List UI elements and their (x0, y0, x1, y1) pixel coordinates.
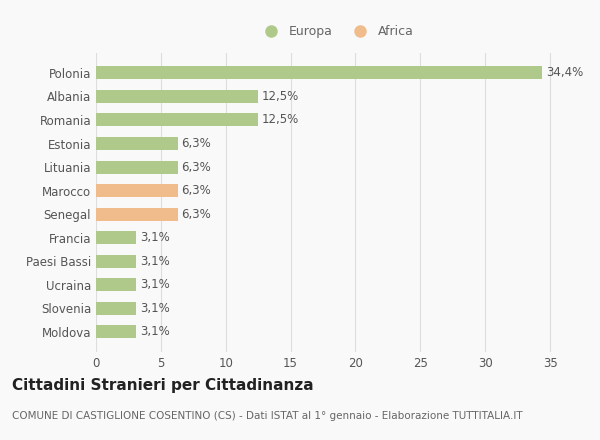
Bar (96, 302, 136, 315)
Text: 6,3%: 6,3% (182, 208, 211, 221)
Text: 3,1%: 3,1% (140, 231, 170, 244)
Text: 3,1%: 3,1% (140, 255, 170, 268)
Text: 6,3%: 6,3% (182, 184, 211, 197)
Bar (96, 161, 178, 173)
Text: 34,4%: 34,4% (546, 66, 583, 79)
Text: 6,3%: 6,3% (182, 137, 211, 150)
Bar (96, 137, 178, 150)
Bar (96, 326, 136, 338)
Legend: Europa, Africa: Europa, Africa (254, 20, 418, 43)
Text: 3,1%: 3,1% (140, 326, 170, 338)
Text: 12,5%: 12,5% (262, 90, 299, 103)
Bar (96, 255, 136, 268)
Bar (96, 231, 136, 244)
Text: 12,5%: 12,5% (262, 114, 299, 126)
Text: 6,3%: 6,3% (182, 161, 211, 173)
Bar (96, 279, 136, 291)
Bar (96, 114, 258, 126)
Text: 3,1%: 3,1% (140, 302, 170, 315)
Bar (96, 66, 542, 79)
Bar (96, 208, 178, 220)
Text: COMUNE DI CASTIGLIONE COSENTINO (CS) - Dati ISTAT al 1° gennaio - Elaborazione T: COMUNE DI CASTIGLIONE COSENTINO (CS) - D… (12, 411, 523, 422)
Bar (96, 90, 258, 103)
Text: 3,1%: 3,1% (140, 279, 170, 291)
Bar (96, 184, 178, 197)
Text: Cittadini Stranieri per Cittadinanza: Cittadini Stranieri per Cittadinanza (12, 378, 314, 393)
